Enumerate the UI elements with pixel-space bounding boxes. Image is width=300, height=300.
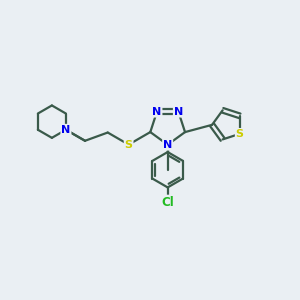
Text: N: N <box>152 107 162 117</box>
Text: S: S <box>124 140 133 150</box>
Text: N: N <box>163 140 172 150</box>
Text: S: S <box>236 129 244 139</box>
Text: N: N <box>61 125 70 135</box>
Text: Cl: Cl <box>161 196 174 208</box>
Text: N: N <box>174 107 183 117</box>
